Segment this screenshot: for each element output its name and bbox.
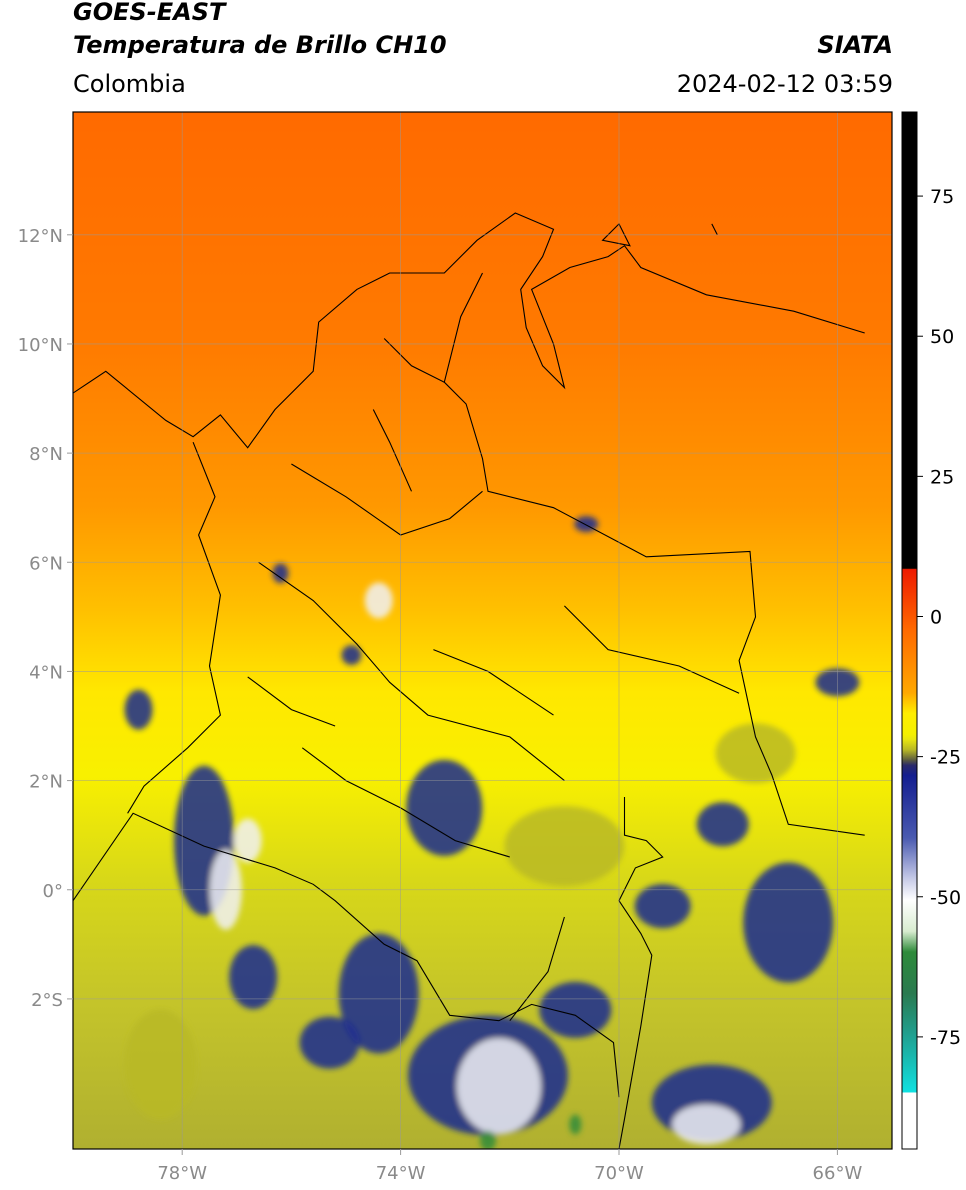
- border-line: [564, 605, 740, 694]
- colorbar-tick-label: 0: [930, 606, 942, 628]
- cloud-patch: [233, 818, 262, 863]
- lon-tick-label: 78°W: [157, 1163, 207, 1184]
- cloud-patch: [569, 1114, 582, 1135]
- cloud-patch: [406, 759, 483, 856]
- colorbar-tick-label: -75: [930, 1027, 961, 1049]
- cloud-patch: [229, 945, 278, 1010]
- lon-tick-label: 74°W: [376, 1163, 426, 1184]
- cloud-patch: [124, 1009, 197, 1120]
- border-line: [372, 409, 413, 492]
- region-label: Colombia: [73, 70, 186, 98]
- cloud-patch: [338, 933, 419, 1054]
- source-label: SIATA: [817, 31, 893, 59]
- lat-tick-label: 0°: [43, 881, 63, 902]
- border-line: [509, 916, 565, 1022]
- cloud-patch: [124, 689, 153, 730]
- lat-tick-label: 6°N: [29, 553, 63, 574]
- lat-tick-label: 8°N: [29, 444, 63, 465]
- datetime-label: 2024-02-12 03:59: [676, 70, 893, 98]
- lat-tick-label: 10°N: [18, 335, 63, 356]
- colorbar-tick-label: -50: [930, 887, 961, 909]
- border-line: [443, 272, 865, 836]
- colorbar-tick-label: -25: [930, 747, 961, 769]
- border-line: [711, 223, 718, 236]
- cloud-patch: [715, 723, 796, 784]
- cloud-patch: [479, 1130, 496, 1149]
- map-frame: [72, 111, 893, 1150]
- cloud-patch: [364, 582, 393, 619]
- colorbar-tick-label: 50: [930, 326, 954, 348]
- cloud-patch: [272, 563, 289, 584]
- lat-tick-label: 2°S: [31, 990, 63, 1011]
- cloud-patch: [696, 802, 749, 847]
- border-line: [247, 676, 336, 727]
- colorbar-tick-label: 75: [930, 186, 954, 208]
- cloud-patch: [539, 981, 612, 1038]
- cloud-patch: [634, 884, 691, 929]
- border-line: [258, 561, 565, 782]
- temperature-field: [73, 112, 892, 1149]
- lat-tick-label: 2°N: [29, 772, 63, 793]
- colorbar: [901, 111, 918, 1150]
- border-line: [73, 212, 865, 449]
- satellite-title: GOES-EAST: [73, 0, 226, 26]
- lat-tick-label: 4°N: [29, 662, 63, 683]
- lon-tick-label: 66°W: [813, 1163, 863, 1184]
- border-line: [127, 441, 222, 814]
- cloud-patch: [504, 806, 625, 887]
- cloud-patch: [299, 1016, 360, 1069]
- colorbar-tick-label: 25: [930, 466, 954, 488]
- lat-tick-label: 12°N: [18, 226, 63, 247]
- lon-tick-label: 70°W: [594, 1163, 644, 1184]
- cloud-patch: [672, 1104, 741, 1145]
- cloud-patch: [743, 862, 834, 983]
- cloud-patch: [456, 1038, 541, 1135]
- border-line: [383, 338, 445, 383]
- cloud-patch: [341, 645, 362, 666]
- product-title: Temperatura de Brillo CH10: [73, 31, 447, 59]
